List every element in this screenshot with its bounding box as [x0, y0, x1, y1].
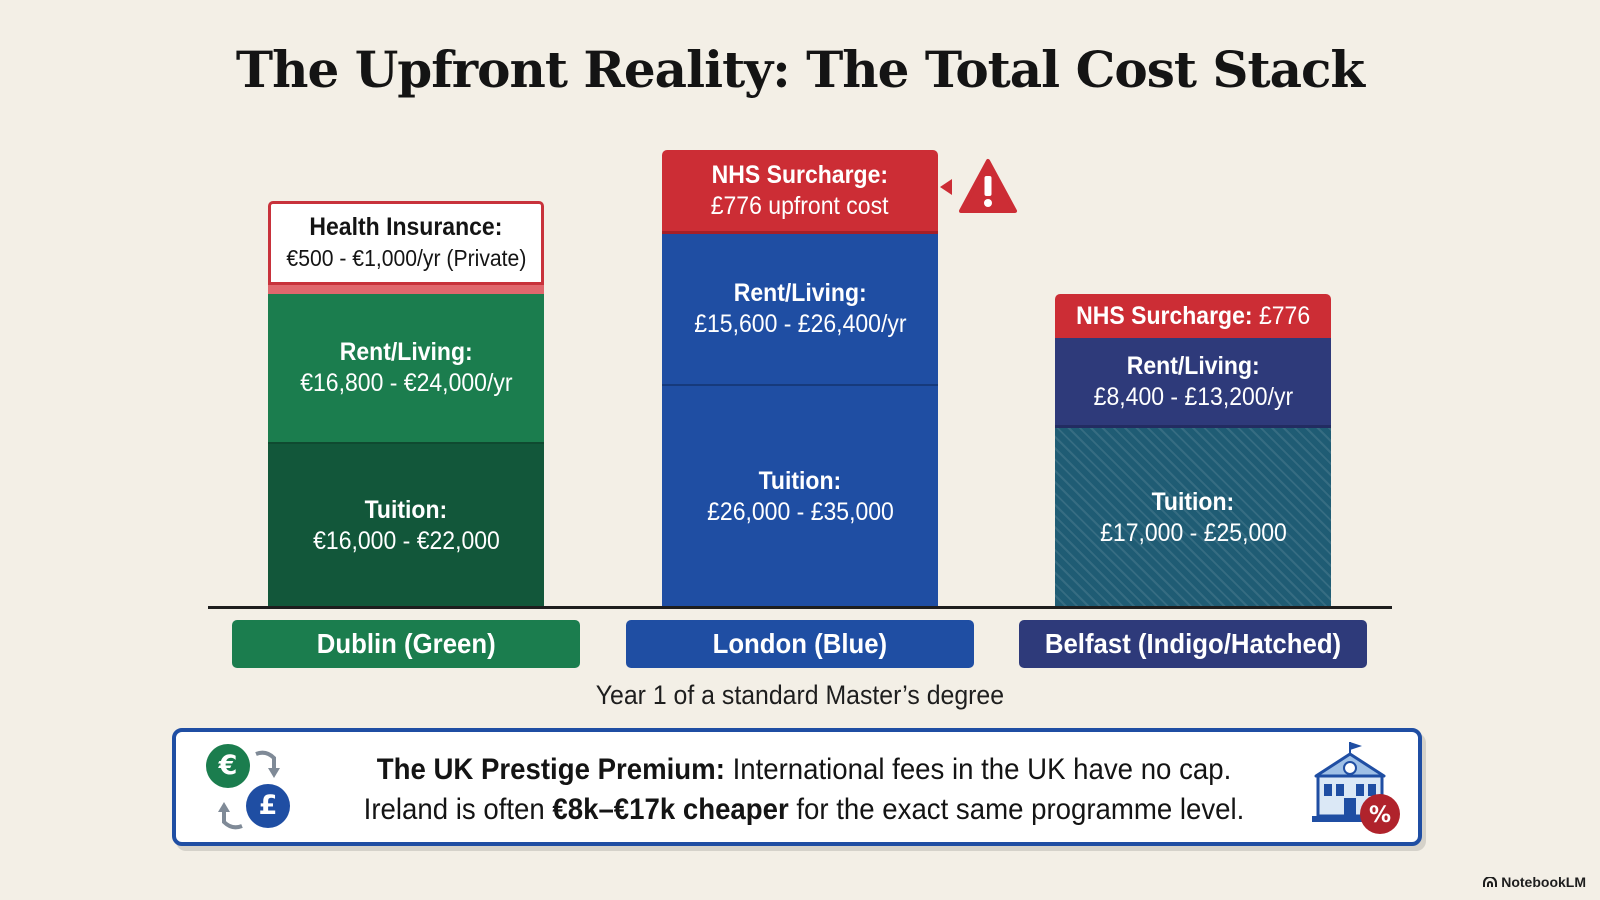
currency-exchange-icon: [218, 750, 280, 830]
segment-belfast-tuition: Tuition: £17,000 - £25,000: [1055, 428, 1331, 608]
segment-belfast-rent-living: Rent/Living: £8,400 - £13,200/yr: [1055, 338, 1331, 428]
segment-london-rent-living: Rent/Living: £15,600 - £26,400/yr: [662, 234, 938, 386]
callout-text: The UK Prestige Premium: International f…: [304, 750, 1304, 830]
notebooklm-watermark: NotebookLM: [1483, 874, 1586, 890]
stack-belfast: NHS Surcharge: £776 Rent/Living: £8,400 …: [1055, 294, 1331, 608]
segment-dublin-tuition: Tuition: €16,000 - €22,000: [268, 444, 544, 608]
callout-line2-end: for the exact same programme level.: [788, 793, 1245, 826]
segment-label: Tuition:: [364, 496, 448, 524]
segment-label: Rent/Living:: [339, 338, 473, 366]
percent-symbol: %: [1369, 803, 1391, 828]
callout-box: € £ The UK Prestige Premium: Internation…: [172, 728, 1422, 846]
segment-value: £8,400 - £13,200/yr: [1093, 382, 1293, 411]
segment-text: NHS Surcharge: £776: [1076, 301, 1310, 332]
segment-dublin-rent-living: Rent/Living: €16,800 - €24,000/yr: [268, 294, 544, 444]
segment-value: €16,800 - €24,000/yr: [299, 369, 513, 397]
segment-label: Rent/Living:: [733, 279, 867, 307]
callout-line-1: The UK Prestige Premium: International f…: [344, 750, 1264, 790]
stack-london: NHS Surcharge: £776 upfront cost Rent/Li…: [662, 150, 938, 608]
category-label-dublin: Dublin (Green): [232, 620, 580, 668]
callout-line1-text: International fees in the UK have no cap…: [724, 753, 1232, 786]
segment-value: £17,000 - £25,000: [1099, 519, 1287, 547]
segment-label: NHS Surcharge:: [1076, 301, 1253, 330]
segment-label: Tuition:: [1151, 488, 1235, 516]
chart-title: The Upfront Reality: The Total Cost Stac…: [235, 40, 1365, 99]
segment-value: £15,600 - £26,400/yr: [693, 310, 907, 338]
segment-label: Tuition:: [758, 467, 842, 495]
segment-value: £776: [1258, 301, 1310, 330]
segment-value: £776 upfront cost: [711, 191, 889, 220]
callout-savings-highlight: €8k–€17k cheaper: [552, 793, 789, 826]
segment-label: Rent/Living:: [1126, 351, 1260, 380]
university-building-icon: %: [1312, 742, 1400, 834]
chart-baseline: [208, 606, 1392, 609]
warning-icon: [940, 159, 1017, 213]
callout-line-2: Ireland is often €8k–€17k cheaper for th…: [344, 790, 1264, 830]
segment-dublin-health-strip: [268, 285, 544, 294]
segment-label: Health Insurance:: [309, 213, 503, 241]
footer-label: NotebookLM: [1501, 874, 1586, 890]
euro-coin-icon: €: [206, 744, 250, 788]
segment-london-nhs-surcharge: NHS Surcharge: £776 upfront cost: [662, 150, 938, 234]
segment-value: €500 - €1,000/yr (Private): [286, 245, 526, 271]
callout-heading: The UK Prestige Premium:: [376, 753, 725, 786]
pound-coin-icon: £: [246, 784, 290, 828]
segment-value: £26,000 - £35,000: [706, 498, 894, 526]
segment-value: €16,000 - €22,000: [312, 527, 500, 555]
category-label-belfast: Belfast (Indigo/Hatched): [1019, 620, 1367, 668]
segment-london-tuition: Tuition: £26,000 - £35,000: [662, 386, 938, 608]
callout-line2-start: Ireland is often: [363, 793, 553, 826]
category-label-london: London (Blue): [626, 620, 974, 668]
x-axis-caption: Year 1 of a standard Master’s degree: [595, 680, 1005, 710]
stack-dublin: Health Insurance: €500 - €1,000/yr (Priv…: [268, 201, 544, 608]
segment-belfast-nhs-surcharge: NHS Surcharge: £776: [1055, 294, 1331, 338]
notebooklm-logo-icon: [1483, 876, 1498, 887]
segment-dublin-health-insurance: Health Insurance: €500 - €1,000/yr (Priv…: [268, 201, 544, 285]
segment-label: NHS Surcharge:: [711, 160, 889, 189]
